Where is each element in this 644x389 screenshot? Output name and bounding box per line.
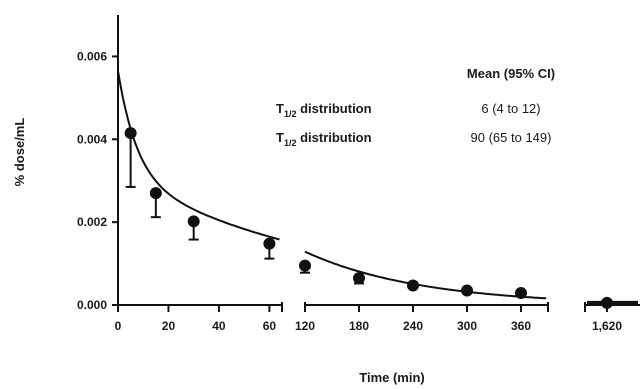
data-point <box>353 272 365 285</box>
data-point <box>187 215 200 228</box>
axes: 0.000 0.002 0.004 0.006 0 20 40 60 120 180 240 300 3… <box>77 15 640 333</box>
data-point <box>149 187 162 200</box>
annotation-row-1-value: 6 (4 to 12) <box>481 101 540 116</box>
fit-curves <box>117 70 638 305</box>
x-tick-label: 360 <box>511 319 531 333</box>
x-tick-label: 0 <box>115 319 122 333</box>
half-life-annotation: Mean (95% CI) T1/2 distribution 6 (4 to … <box>276 66 555 148</box>
data-point <box>515 286 527 299</box>
data-point <box>263 237 276 250</box>
x-axis-label: Time (min) <box>359 370 425 385</box>
data-point <box>461 284 473 297</box>
data-point <box>299 259 311 272</box>
x-tick-label: 20 <box>162 319 176 333</box>
data-point <box>124 127 137 140</box>
x-tick-label: 120 <box>295 319 315 333</box>
annotation-header: Mean (95% CI) <box>467 66 555 81</box>
data-point <box>601 296 613 309</box>
x-tick-label: 300 <box>457 319 477 333</box>
annotation-row-2-value: 90 (65 to 149) <box>471 130 552 145</box>
y-tick-label: 0.000 <box>77 298 107 312</box>
data-points <box>124 127 613 309</box>
annotation-row-2-label: T1/2 distribution <box>276 130 372 148</box>
annotation-row-1-label: T1/2 distribution <box>276 101 372 119</box>
y-tick-label: 0.006 <box>77 49 107 63</box>
y-tick-label: 0.002 <box>77 215 107 229</box>
data-point <box>407 279 419 292</box>
fit-curve-early <box>117 70 280 241</box>
x-tick-label: 180 <box>349 319 369 333</box>
fit-curve-late <box>304 250 547 300</box>
x-tick-label: 40 <box>212 319 226 333</box>
y-axis-label: % dose/mL <box>12 118 27 187</box>
y-tick-label: 0.004 <box>77 132 107 146</box>
x-tick-label: 1,620 <box>592 319 622 333</box>
x-tick-label: 240 <box>403 319 423 333</box>
x-tick-label: 60 <box>263 319 277 333</box>
